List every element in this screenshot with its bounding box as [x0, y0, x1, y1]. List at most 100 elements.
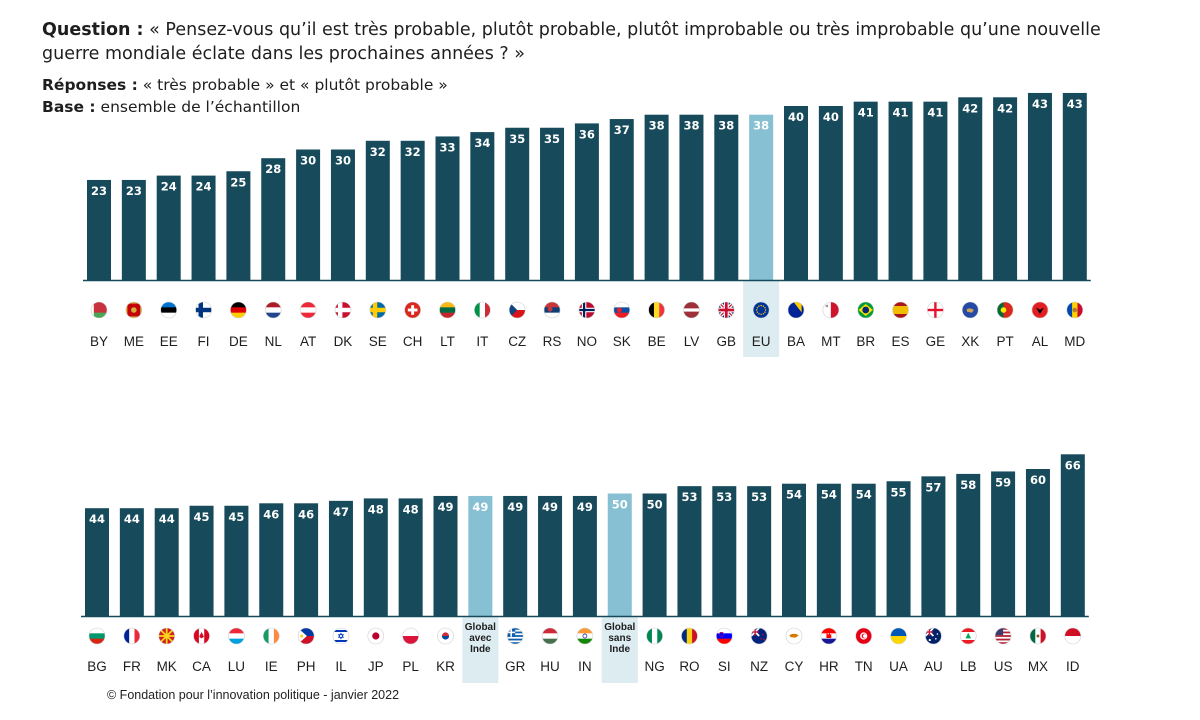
value-label: 45	[228, 510, 244, 524]
estonia-flag-icon	[160, 302, 177, 318]
bar-md	[1062, 92, 1087, 280]
spain-flag-icon	[892, 302, 909, 318]
value-label: 44	[124, 512, 140, 526]
denmark-flag-icon	[334, 302, 351, 318]
bar-ch	[400, 140, 425, 280]
category-label: PH	[297, 659, 316, 674]
value-label: 48	[368, 502, 384, 516]
category-label: AL	[1032, 334, 1049, 349]
value-label: 40	[823, 110, 839, 124]
value-label: 46	[263, 507, 279, 521]
croatia-flag-icon	[820, 628, 837, 644]
bar-gb	[714, 114, 739, 280]
bar-pl	[398, 498, 423, 616]
bar-pt	[993, 97, 1018, 280]
japan-flag-icon	[367, 628, 384, 644]
value-label: 42	[997, 101, 1013, 115]
bosnia-flag-icon	[788, 302, 804, 318]
value-label: 54	[856, 488, 872, 502]
category-label: XK	[961, 334, 979, 349]
eu-flag-icon	[753, 302, 770, 318]
category-label: FI	[198, 334, 210, 349]
category-label: BY	[90, 334, 108, 349]
category-label: MK	[157, 659, 177, 674]
category-label: LU	[228, 659, 245, 674]
philippines-flag-icon	[298, 628, 315, 644]
bar-dk	[330, 149, 355, 280]
value-label: 49	[577, 500, 593, 514]
category-label: IL	[335, 659, 347, 674]
category-label: ID	[1066, 659, 1080, 674]
bar-nz	[747, 486, 772, 616]
bar-global-sans-inde	[607, 493, 632, 616]
bar-ba	[784, 106, 808, 280]
bar-tn	[851, 483, 876, 616]
hungary-flag-icon	[542, 628, 559, 644]
value-label: 35	[544, 132, 560, 146]
category-label: GE	[926, 334, 946, 349]
bar-al	[1027, 92, 1052, 280]
value-label: 41	[927, 106, 943, 120]
value-label: 35	[509, 132, 525, 146]
category-label: DK	[334, 334, 353, 349]
bar-ee	[156, 175, 181, 280]
category-label: EU	[752, 334, 771, 349]
bar-il	[328, 500, 353, 616]
category-label: MD	[1064, 334, 1085, 349]
category-label: NZ	[750, 659, 768, 674]
value-label: 58	[960, 478, 976, 492]
ireland-flag-icon	[263, 628, 280, 644]
value-label: 49	[437, 500, 453, 514]
mexico-flag-icon	[1029, 628, 1046, 644]
bar-in	[572, 495, 597, 616]
belarus-flag-icon	[91, 302, 107, 318]
value-label: 49	[472, 500, 488, 514]
value-label: 25	[230, 175, 246, 189]
category-label: RS	[543, 334, 562, 349]
malta-flag-icon	[822, 302, 839, 318]
bar-ge	[923, 101, 948, 281]
value-label: 53	[751, 490, 767, 504]
responses-line: Réponses : « très probable » et « plutôt…	[42, 74, 1152, 96]
category-label: NL	[265, 334, 283, 349]
moldova-flag-icon	[1066, 302, 1083, 318]
slovenia-flag-icon	[716, 628, 733, 644]
bar-lv	[679, 114, 704, 280]
israel-flag-icon	[332, 628, 349, 644]
category-label: UA	[889, 659, 908, 674]
value-label: 43	[1032, 97, 1048, 111]
chart-panel-1: 23 BY 23 ME 24 EE 24 FI 25 DE 28 NL 30 AT 30 DK 32 SE 32 CH…	[83, 92, 1091, 357]
bar-mt	[818, 106, 843, 280]
value-label: 24	[161, 180, 177, 194]
bar-nl	[261, 158, 286, 280]
highlight-column-bg	[462, 617, 499, 683]
base-text: ensemble de l’échantillon	[100, 98, 301, 116]
category-label: CH	[403, 334, 423, 349]
category-label: Global sans Inde	[604, 622, 635, 655]
bar-gr	[503, 495, 528, 616]
bar-us	[991, 471, 1016, 616]
category-label: CY	[785, 659, 804, 674]
belgium-flag-icon	[648, 302, 665, 318]
chart-header: Question : « Pensez-vous qu’il est très …	[42, 18, 1152, 118]
tunisia-flag-icon	[855, 628, 872, 644]
bar-jp	[363, 498, 388, 616]
bar-es	[888, 101, 913, 281]
bar-br	[853, 101, 878, 281]
brazil-flag-icon	[857, 302, 874, 318]
value-label: 50	[647, 498, 663, 512]
bar-fr	[119, 508, 144, 616]
value-label: 48	[403, 502, 419, 516]
category-label: MT	[821, 334, 841, 349]
category-label: CZ	[508, 334, 526, 349]
value-label: 44	[89, 512, 105, 526]
bar-ro	[677, 486, 702, 616]
category-label: EE	[160, 334, 178, 349]
value-label: 41	[858, 106, 874, 120]
category-label: AT	[300, 334, 316, 349]
germany-flag-icon	[230, 302, 247, 318]
bar-lu	[224, 505, 249, 616]
india-flag-icon	[576, 628, 593, 644]
value-label: 28	[265, 162, 281, 176]
question-label: Question :	[42, 20, 144, 40]
